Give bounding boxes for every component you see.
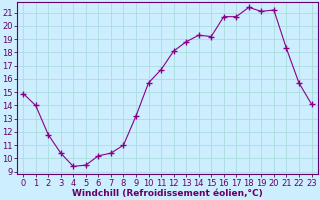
- X-axis label: Windchill (Refroidissement éolien,°C): Windchill (Refroidissement éolien,°C): [72, 189, 263, 198]
